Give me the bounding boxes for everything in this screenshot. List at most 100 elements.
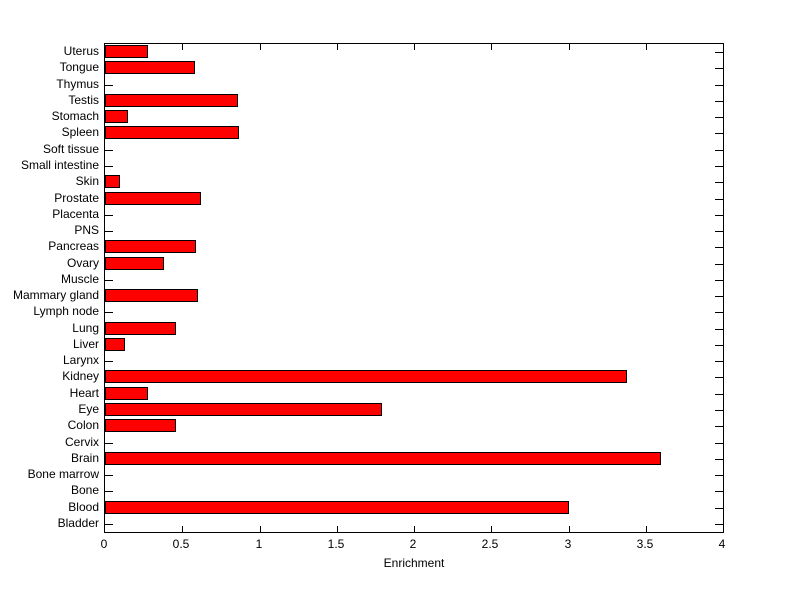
- bar-prostate: [105, 192, 201, 205]
- y-tick-mark: [715, 117, 723, 118]
- bar-mammary-gland: [105, 289, 198, 302]
- x-tick-label-0-5: 0.5: [172, 537, 190, 551]
- bar-lung: [105, 322, 176, 335]
- y-tick-mark: [715, 410, 723, 411]
- bar-skin: [105, 175, 120, 188]
- y-tick-label-blood: Blood: [68, 500, 99, 514]
- x-tick-label-3: 3: [564, 537, 572, 551]
- y-tick-mark: [715, 329, 723, 330]
- y-tick-mark: [105, 443, 113, 444]
- x-tick-mark: [182, 44, 183, 50]
- y-tick-label-soft-tissue: Soft tissue: [42, 142, 99, 156]
- x-tick-label-4: 4: [718, 537, 726, 551]
- y-tick-mark: [715, 508, 723, 509]
- y-tick-mark: [715, 394, 723, 395]
- x-tick-label-0: 0: [100, 537, 108, 551]
- y-tick-mark: [105, 475, 113, 476]
- y-tick-label-muscle: Muscle: [60, 272, 99, 286]
- x-tick-mark: [414, 526, 415, 532]
- y-tick-label-bone-marrow: Bone marrow: [27, 467, 99, 481]
- x-tick-label-1: 1: [255, 537, 263, 551]
- y-tick-mark: [715, 524, 723, 525]
- bar-stomach: [105, 110, 128, 123]
- bar-tongue: [105, 61, 195, 74]
- bar-ovary: [105, 257, 164, 270]
- y-tick-label-small-intestine: Small intestine: [20, 158, 99, 172]
- y-tick-label-ovary: Ovary: [66, 256, 99, 270]
- y-tick-mark: [715, 345, 723, 346]
- y-tick-mark: [715, 231, 723, 232]
- x-tick-label-3-5: 3.5: [636, 537, 654, 551]
- y-tick-mark: [715, 85, 723, 86]
- x-tick-mark: [569, 44, 570, 50]
- y-tick-mark: [105, 231, 113, 232]
- y-tick-label-kidney: Kidney: [62, 369, 99, 383]
- y-tick-mark: [715, 247, 723, 248]
- y-tick-mark: [715, 312, 723, 313]
- x-tick-mark: [646, 44, 647, 50]
- y-tick-mark: [715, 52, 723, 53]
- y-tick-mark: [715, 199, 723, 200]
- y-tick-mark: [715, 475, 723, 476]
- y-tick-mark: [715, 296, 723, 297]
- x-tick-label-2-5: 2.5: [481, 537, 499, 551]
- y-tick-mark: [105, 312, 113, 313]
- bar-heart: [105, 387, 148, 400]
- y-tick-mark: [715, 182, 723, 183]
- y-tick-label-bone: Bone: [70, 483, 99, 497]
- y-tick-label-lung: Lung: [72, 321, 99, 335]
- y-tick-label-prostate: Prostate: [54, 191, 99, 205]
- x-tick-mark: [260, 44, 261, 50]
- y-tick-mark: [715, 280, 723, 281]
- y-tick-label-testis: Testis: [68, 93, 99, 107]
- y-tick-label-heart: Heart: [69, 386, 99, 400]
- y-tick-label-bladder: Bladder: [57, 516, 99, 530]
- y-tick-label-stomach: Stomach: [51, 109, 99, 123]
- y-tick-mark: [715, 361, 723, 362]
- bar-uterus: [105, 45, 148, 58]
- y-tick-mark: [715, 443, 723, 444]
- x-tick-mark: [337, 44, 338, 50]
- x-tick-mark: [646, 526, 647, 532]
- y-tick-mark: [715, 426, 723, 427]
- x-tick-mark: [491, 44, 492, 50]
- bar-liver: [105, 338, 125, 351]
- y-tick-label-mammary-gland: Mammary gland: [12, 288, 99, 302]
- y-tick-mark: [105, 85, 113, 86]
- plot-area: [104, 43, 724, 533]
- y-tick-mark: [715, 150, 723, 151]
- y-tick-label-thymus: Thymus: [56, 77, 99, 91]
- y-tick-mark: [715, 133, 723, 134]
- y-tick-mark: [715, 491, 723, 492]
- y-tick-mark: [105, 150, 113, 151]
- y-tick-label-eye: Eye: [78, 402, 99, 416]
- bar-eye: [105, 403, 382, 416]
- y-tick-mark: [105, 280, 113, 281]
- bar-colon: [105, 419, 176, 432]
- x-tick-mark: [337, 526, 338, 532]
- y-tick-mark: [715, 166, 723, 167]
- x-tick-mark: [260, 526, 261, 532]
- x-axis-label: Enrichment: [383, 556, 445, 570]
- y-axis-tick-labels: Uterus Tongue Thymus Testis Stomach Spleen Sof…: [0, 43, 99, 533]
- y-tick-mark: [105, 361, 113, 362]
- y-tick-label-pancreas: Pancreas: [48, 239, 99, 253]
- y-tick-mark: [715, 264, 723, 265]
- y-tick-mark: [715, 68, 723, 69]
- bar-blood: [105, 501, 569, 514]
- x-tick-mark: [569, 526, 570, 532]
- y-tick-label-skin: Skin: [75, 174, 99, 188]
- y-tick-label-pns: PNS: [74, 223, 99, 237]
- bar-spleen: [105, 126, 239, 139]
- y-tick-mark: [715, 101, 723, 102]
- bar-kidney: [105, 370, 627, 383]
- y-tick-label-liver: Liver: [72, 337, 99, 351]
- x-tick-mark: [491, 526, 492, 532]
- y-tick-label-spleen: Spleen: [61, 125, 99, 139]
- y-tick-label-placenta: Placenta: [52, 207, 99, 221]
- bar-testis: [105, 94, 238, 107]
- y-tick-mark: [105, 166, 113, 167]
- y-tick-mark: [715, 377, 723, 378]
- y-tick-label-lymph-node: Lymph node: [33, 304, 99, 318]
